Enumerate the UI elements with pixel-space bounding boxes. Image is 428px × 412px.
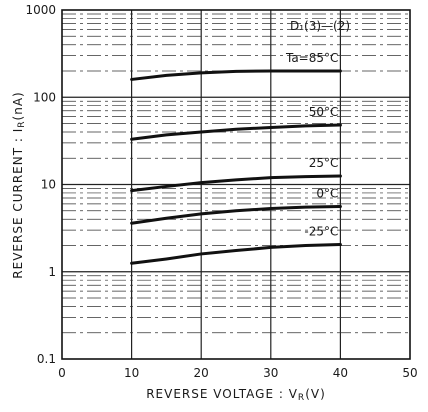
x-tick-label: 50 <box>402 366 417 380</box>
y-tick-label: 10 <box>41 178 56 192</box>
series-line <box>130 174 342 193</box>
y-tick-label: 100 <box>33 90 56 104</box>
series-curves <box>130 69 342 265</box>
x-tick-label: 40 <box>333 366 348 380</box>
y-tick-label: 0.1 <box>37 352 56 366</box>
series-line <box>130 204 342 225</box>
x-tick-label: 10 <box>124 366 139 380</box>
series-line <box>130 69 342 81</box>
series-line <box>130 243 342 265</box>
series-labels: Ta=85°C 50°C 25°C 0°C -25°C <box>285 51 338 239</box>
x-tick-label: 0 <box>58 366 66 380</box>
x-tick-label: 20 <box>194 366 209 380</box>
diode-annotation: D₁(3)—(2) <box>290 19 350 33</box>
x-tick-labels: 0 10 20 30 40 50 <box>58 366 417 380</box>
x-axis-title: REVERSE VOLTAGE : VR(V) <box>146 387 326 403</box>
plot-frame <box>61 9 411 360</box>
series-label: -25°C <box>304 225 338 239</box>
y-axis-title: REVERSE CURRENT : IR(nA) <box>11 91 27 278</box>
series-label: 25°C <box>309 156 339 170</box>
y-tick-labels: 0.1 1 10 100 1000 <box>25 3 56 366</box>
series-label: 50°C <box>309 105 339 119</box>
x-tick-label: 30 <box>263 366 278 380</box>
y-tick-label: 1 <box>48 265 56 279</box>
series-label: Ta=85°C <box>285 51 338 65</box>
series-label: 0°C <box>316 186 338 200</box>
series-line <box>130 123 342 141</box>
grid <box>62 10 410 359</box>
y-tick-label: 1000 <box>25 3 56 17</box>
